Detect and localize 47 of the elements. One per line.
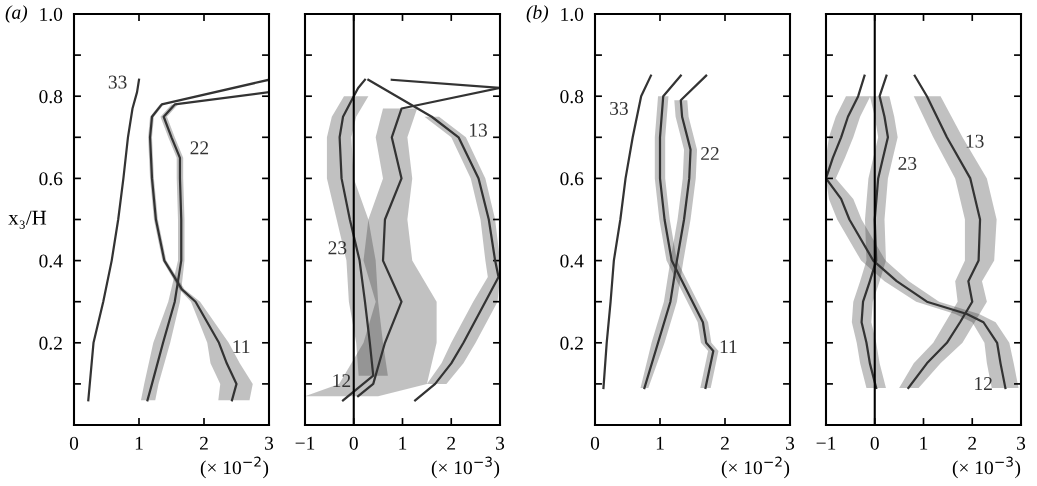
x-tick-label: 0 <box>69 436 79 450</box>
y-tick-label: 1.0 <box>561 7 584 22</box>
y-axis-title: x₃/H <box>8 210 47 229</box>
y-tick-label: 1.0 <box>40 7 63 22</box>
x-tick-label: −1 <box>816 436 836 450</box>
x-tick-label: 3 <box>265 436 274 450</box>
x-tick-label: 1 <box>920 436 928 450</box>
series-label: 22 <box>701 146 719 160</box>
x-tick-label: 1 <box>135 436 143 450</box>
series-label: 12 <box>975 377 992 390</box>
x-tick-label: 0 <box>349 436 358 450</box>
y-tick-label: 0.4 <box>560 254 584 268</box>
x-tick-label: 2 <box>720 436 729 450</box>
series-label: 22 <box>190 141 209 155</box>
series-label: 12 <box>333 374 351 388</box>
x-tick-label: 3 <box>496 436 505 450</box>
x-tick-label: 1 <box>656 436 664 450</box>
x-tick-label: 1 <box>399 436 407 450</box>
series-label: 23 <box>328 241 347 255</box>
series-label: 13 <box>966 134 984 148</box>
y-tick-label: 0.4 <box>39 254 63 268</box>
x-tick-label: 0 <box>870 436 879 450</box>
y-tick-label: 0.6 <box>39 172 63 186</box>
y-tick-label: 0.8 <box>560 90 584 104</box>
series-label: 33 <box>610 101 628 115</box>
series-label: 11 <box>233 340 250 354</box>
series-label: 13 <box>470 123 487 137</box>
y-tick-label: 0.6 <box>560 172 584 186</box>
x-tick-label: 2 <box>199 436 208 450</box>
x-tick-label: 3 <box>1017 436 1026 450</box>
y-tick-label: 0.2 <box>39 336 62 350</box>
x-tick-label: 0 <box>590 436 600 450</box>
x-tick-label: −1 <box>295 436 315 450</box>
x-tick-label: 3 <box>786 436 795 450</box>
chart-title: (a) <box>5 5 28 23</box>
series-label: 33 <box>108 75 127 89</box>
x-axis-title: (× 10$^{−3}$) <box>431 456 500 479</box>
x-tick-label: 2 <box>447 436 456 450</box>
chart-title: (b) <box>526 5 549 23</box>
series-label: 11 <box>720 340 737 354</box>
x-axis-title: (× 10$^{−3}$) <box>952 456 1021 479</box>
x-axis-title: (× 10$^{−2}$) <box>200 456 269 479</box>
y-tick-label: 0.2 <box>560 336 583 350</box>
y-tick-label: 0.8 <box>39 90 63 104</box>
x-tick-label: 2 <box>968 436 977 450</box>
x-axis-title: (× 10$^{−2}$) <box>721 456 790 479</box>
series-label: 23 <box>898 156 917 170</box>
